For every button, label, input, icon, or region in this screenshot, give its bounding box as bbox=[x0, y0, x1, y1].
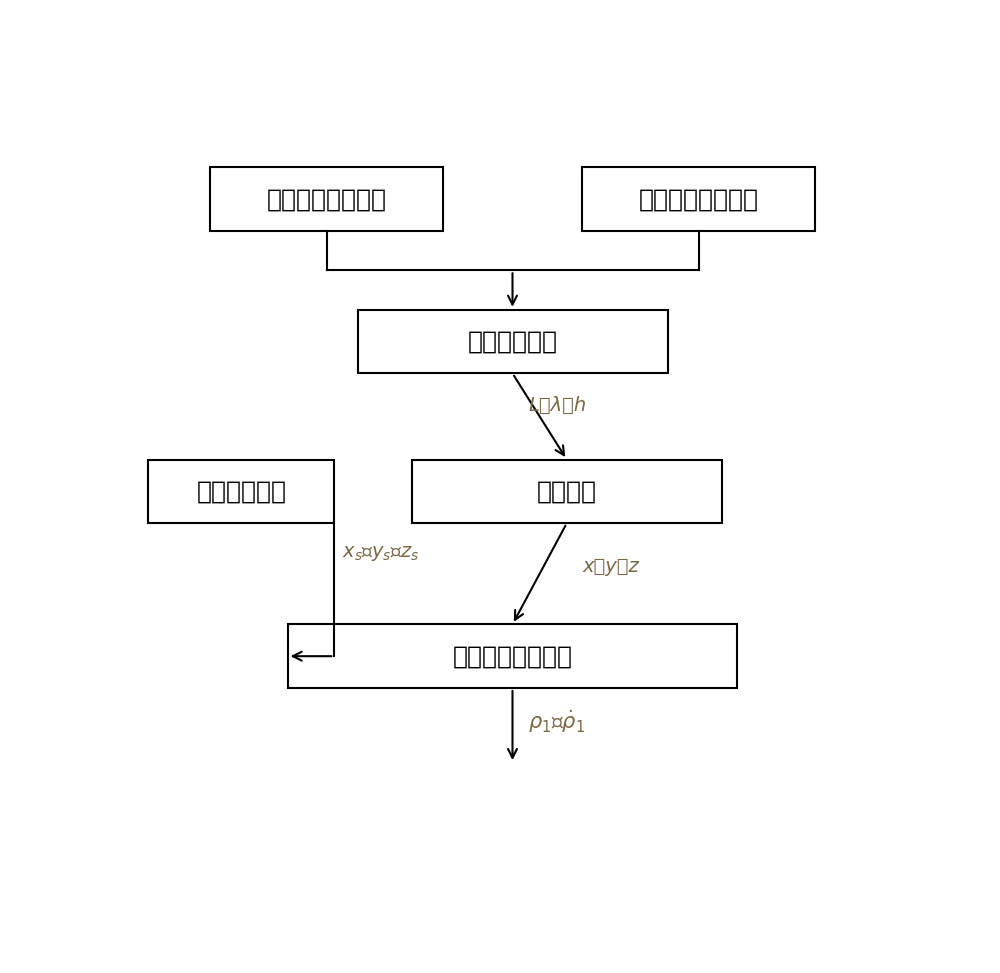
Text: 北斗卫星位置: 北斗卫星位置 bbox=[196, 480, 286, 503]
Text: x、y、z: x、y、z bbox=[582, 557, 639, 576]
Bar bbox=[582, 167, 815, 231]
Text: $x_s$、$y_s$、$z_s$: $x_s$、$y_s$、$z_s$ bbox=[342, 544, 419, 562]
Bar bbox=[412, 459, 722, 523]
Text: 坐标转换: 坐标转换 bbox=[537, 480, 597, 503]
Bar bbox=[210, 167, 443, 231]
Text: 激光多普勒测速仪: 激光多普勒测速仪 bbox=[639, 187, 759, 211]
Text: 航位推算算法: 航位推算算法 bbox=[468, 330, 558, 353]
Text: 捷联惯性导航系统: 捷联惯性导航系统 bbox=[266, 187, 386, 211]
Text: 伪距、伪距率计算: 伪距、伪距率计算 bbox=[452, 644, 572, 668]
Bar bbox=[358, 309, 668, 374]
Bar bbox=[148, 459, 334, 523]
Text: $\rho_1$、$\dot{\rho}_1$: $\rho_1$、$\dot{\rho}_1$ bbox=[528, 708, 585, 736]
Bar bbox=[288, 625, 737, 688]
Text: L、λ、h: L、λ、h bbox=[528, 396, 586, 414]
